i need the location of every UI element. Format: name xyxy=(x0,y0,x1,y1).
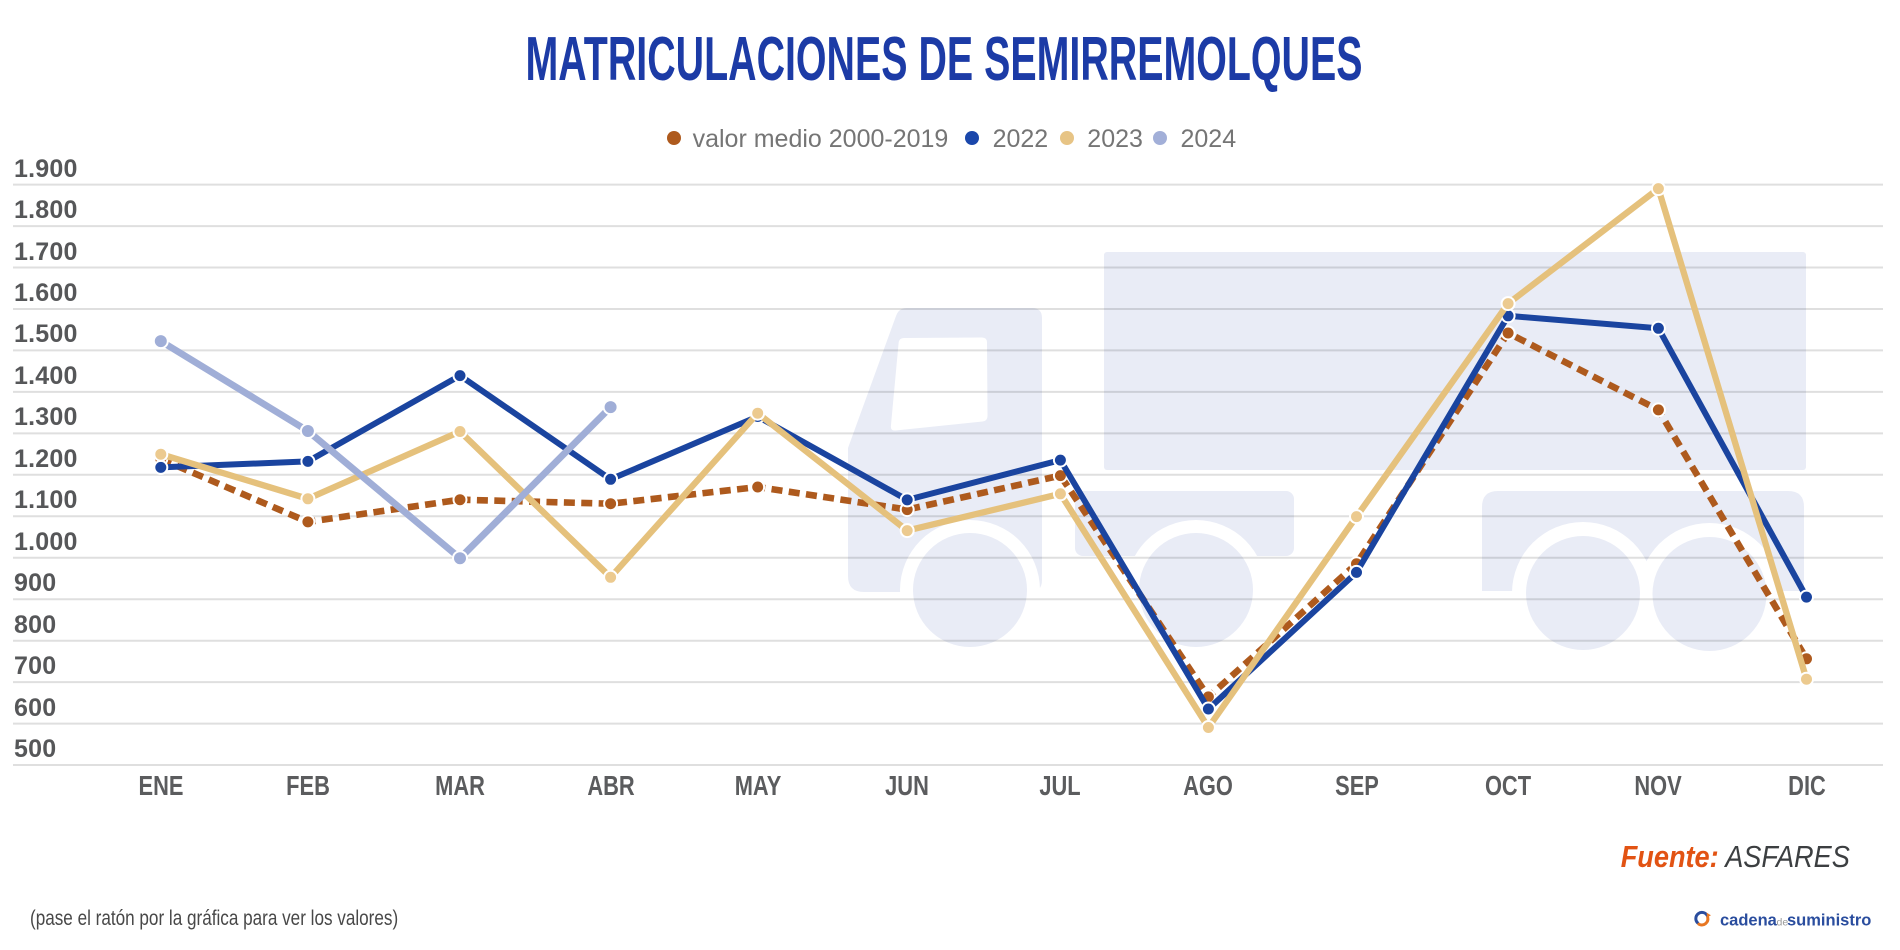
svg-text:de: de xyxy=(1777,917,1789,929)
svg-text:cadena: cadena xyxy=(1720,912,1778,930)
svg-text:suministro: suministro xyxy=(1787,912,1871,930)
